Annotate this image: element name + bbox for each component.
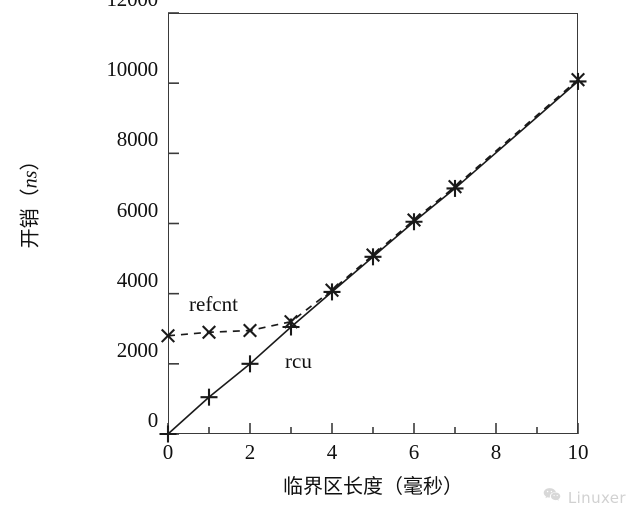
x-axis-title: 临界区长度（毫秒） <box>283 474 463 498</box>
series-annotation-rcu: rcu <box>285 349 312 373</box>
data-point-rcu <box>364 248 382 266</box>
data-point-refcnt <box>570 72 586 87</box>
data-point-rcu <box>446 179 464 197</box>
y-axis-title-unit: ns <box>19 170 42 189</box>
data-point-rcu <box>405 213 423 231</box>
data-point-rcu <box>241 355 259 373</box>
data-point-refcnt <box>365 248 381 263</box>
y-tick-label: 6000 <box>116 197 158 222</box>
y-tick-label: 0 <box>147 408 159 432</box>
x-axis-ticks <box>167 423 579 434</box>
data-point-refcnt <box>447 179 463 194</box>
data-point-refcnt <box>160 328 176 343</box>
data-point-rcu <box>159 425 177 443</box>
data-point-refcnt <box>406 212 422 228</box>
wechat-icon <box>543 487 561 508</box>
series-annotation-refcnt: refcnt <box>189 292 238 316</box>
y-axis-title-suffix: ） <box>17 150 42 171</box>
y-axis-tick-labels: 0 2000 4000 6000 8000 10000 12000 <box>92 0 158 431</box>
y-tick-label: 12000 <box>106 0 158 10</box>
y-tick-label: 4000 <box>116 267 158 292</box>
data-point-rcu <box>200 388 218 406</box>
y-tick-label: 8000 <box>116 127 158 152</box>
y-axis-ticks <box>168 12 179 435</box>
series-markers <box>159 72 587 443</box>
data-point-rcu <box>569 72 587 90</box>
y-tick-label: 10000 <box>106 57 158 82</box>
x-tick-label: 2 <box>244 440 256 464</box>
x-axis-tick-labels: 0 2 4 6 8 10 <box>163 440 589 472</box>
x-tick-label: 4 <box>326 440 338 464</box>
y-axis-title-prefix: 开销（ <box>17 188 42 249</box>
data-point-rcu <box>323 283 341 301</box>
watermark-text: Linuxer <box>567 488 626 507</box>
data-point-refcnt <box>283 314 299 329</box>
x-tick-label: 10 <box>567 440 589 464</box>
x-tick-label: 8 <box>490 440 502 464</box>
data-point-refcnt <box>324 283 340 298</box>
x-tick-label: 0 <box>162 440 174 464</box>
data-point-refcnt <box>201 325 217 340</box>
watermark: Linuxer <box>543 487 626 508</box>
data-point-refcnt <box>242 323 258 338</box>
y-axis-title: 开销（ns） <box>17 110 42 290</box>
x-tick-label: 6 <box>408 440 420 464</box>
y-tick-label: 2000 <box>116 337 158 362</box>
